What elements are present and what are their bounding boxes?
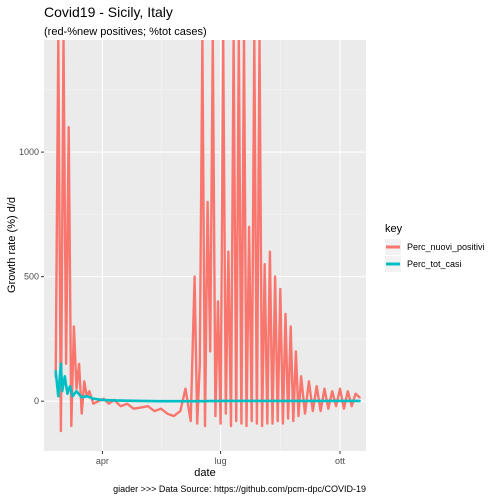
legend-label-perc-tot-casi: Perc_tot_casi: [407, 259, 462, 269]
y-tick-label: 500: [24, 272, 39, 282]
y-tick-label: 1000: [19, 147, 39, 157]
x-tick-label: ott: [335, 456, 346, 466]
y-tick-label: 0: [34, 396, 39, 406]
legend: key Perc_nuovi_positivi Perc_tot_casi: [385, 223, 485, 272]
axis-ticks: 0 500 1000 apr lug ott: [19, 147, 346, 466]
series-line-perc-tot-casi: [54, 362, 361, 403]
chart-caption: giader >>> Data Source: https://github.c…: [113, 484, 366, 494]
legend-label-perc-nuovi-positivi: Perc_nuovi_positivi: [407, 242, 485, 252]
y-axis-title: Growth rate (%) d/d: [6, 197, 18, 293]
legend-title: key: [385, 223, 403, 235]
chart-subtitle: (red-%new positives; %tot cases): [44, 26, 207, 38]
chart-title: Covid19 - Sicily, Italy: [44, 4, 173, 20]
series-lines: [54, 40, 361, 433]
x-tick-label: lug: [215, 456, 227, 466]
x-tick-label: apr: [96, 456, 109, 466]
series-line-perc-nuovi-positivi: [54, 40, 361, 433]
x-axis-title: date: [194, 467, 215, 479]
